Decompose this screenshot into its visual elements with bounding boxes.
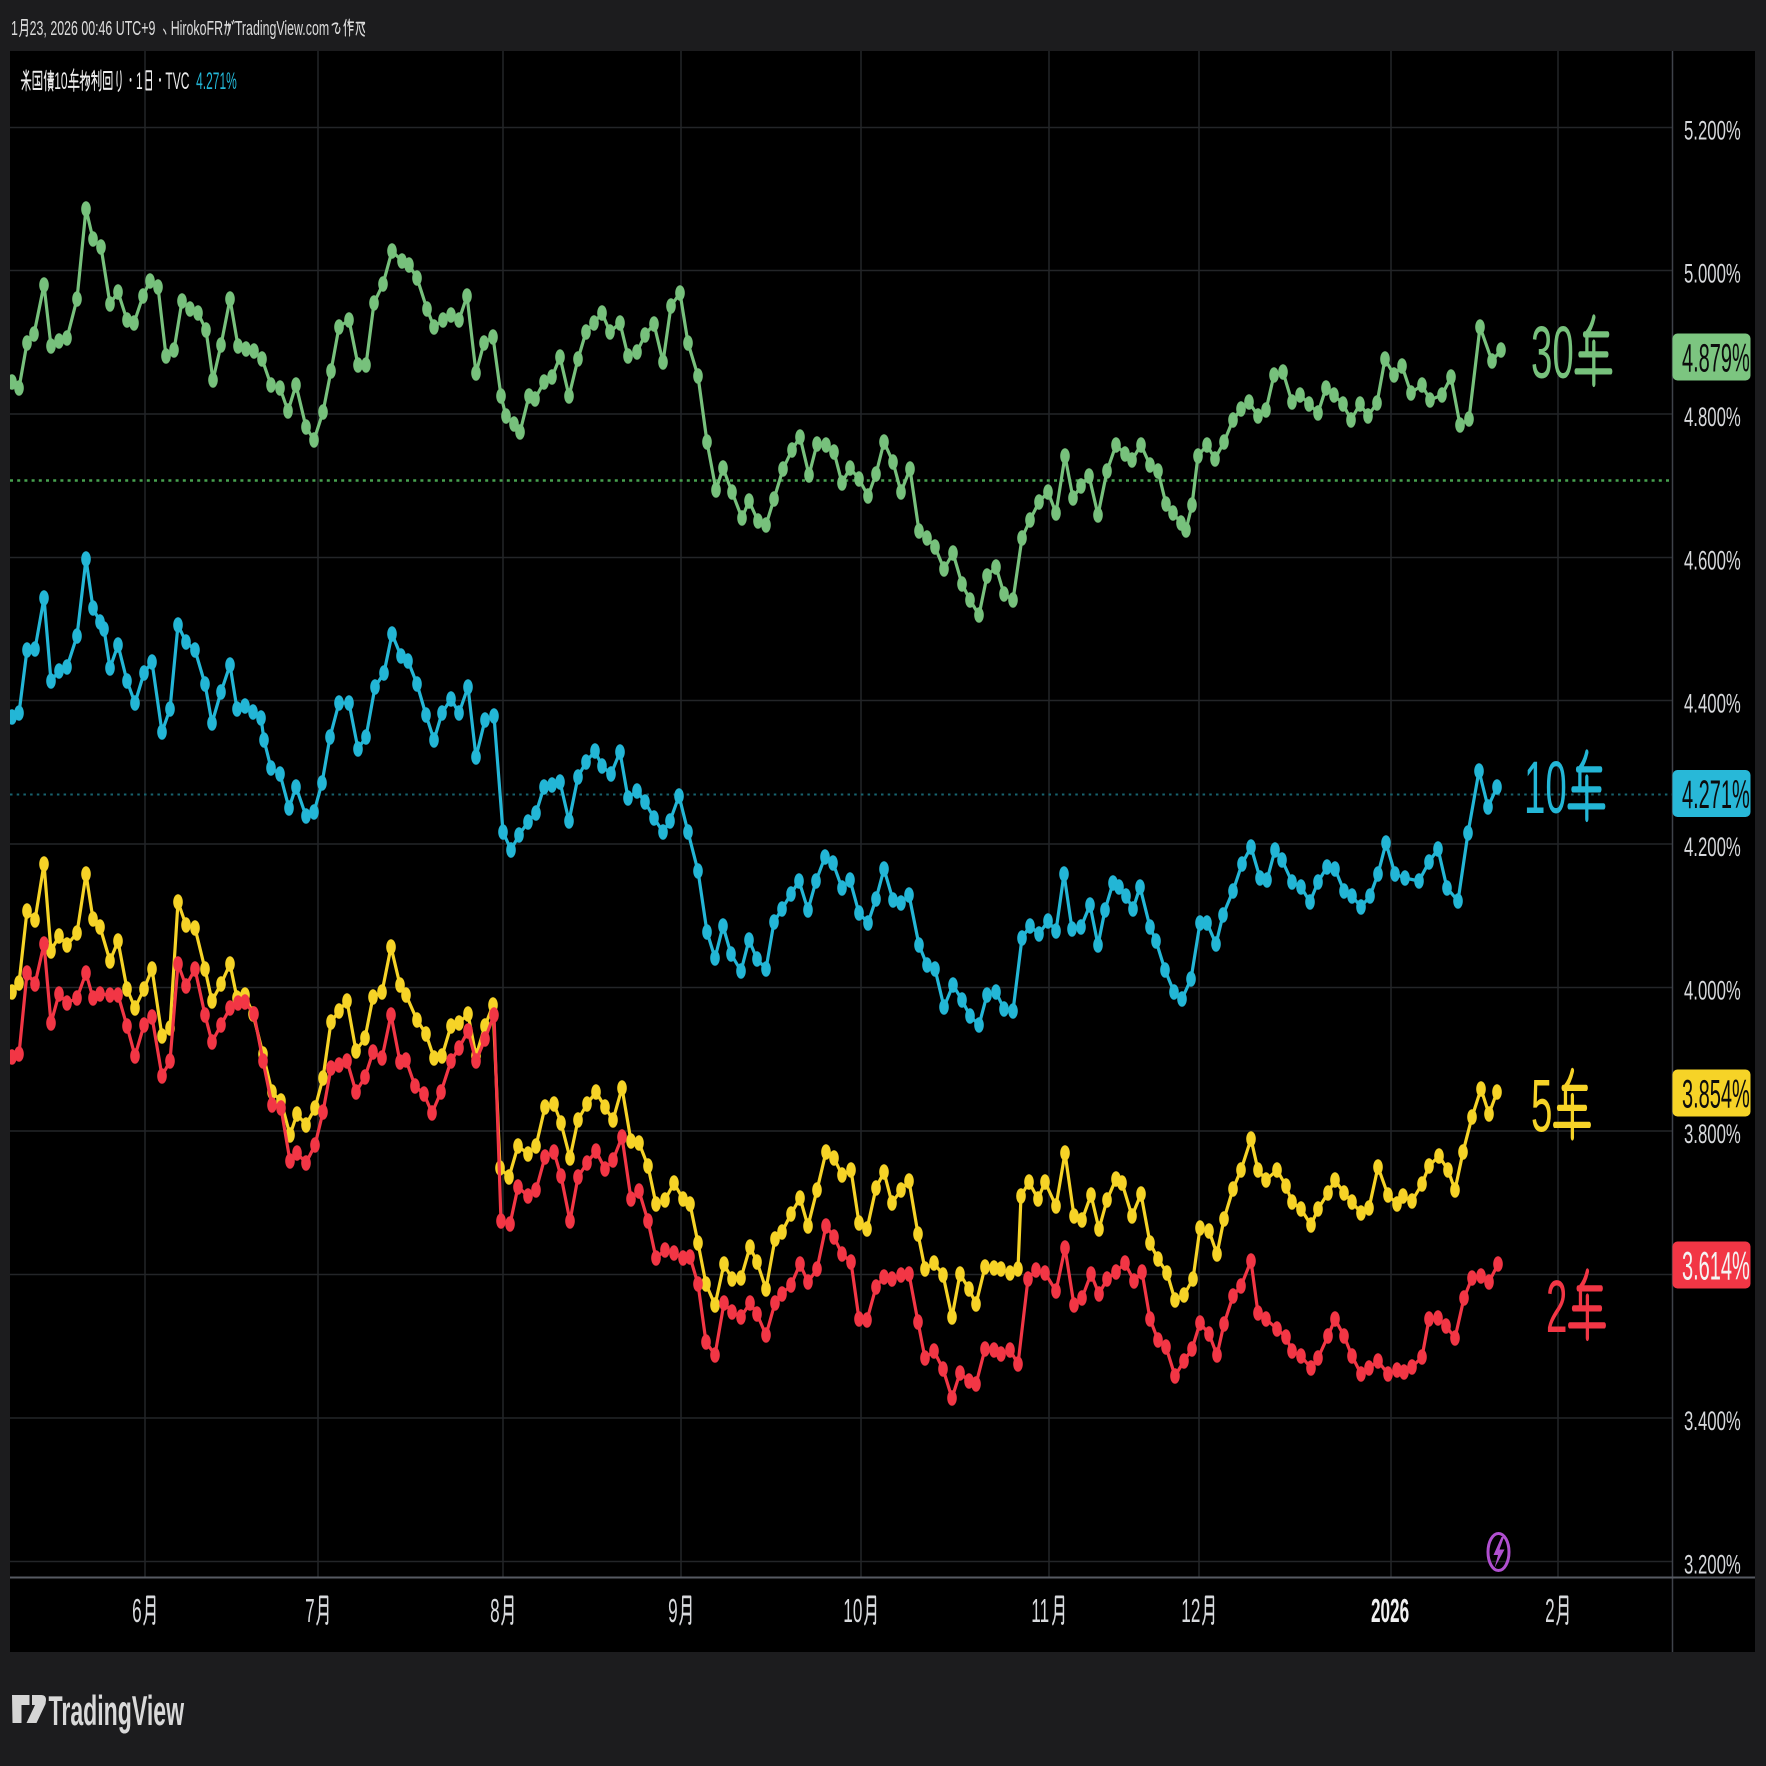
- svg-text:2: 2: [1546, 1267, 1567, 1349]
- svg-text:30: 30: [1531, 313, 1574, 395]
- svg-text:9: 9: [668, 1592, 678, 1630]
- svg-text:1: 1: [136, 69, 143, 96]
- svg-text:3.200%: 3.200%: [1684, 1549, 1741, 1579]
- svg-text:10: 10: [843, 1592, 862, 1630]
- svg-text:4.200%: 4.200%: [1684, 832, 1741, 862]
- svg-text:8: 8: [490, 1592, 500, 1630]
- svg-text:4.800%: 4.800%: [1684, 402, 1741, 432]
- svg-text:TradingView: TradingView: [49, 1688, 185, 1735]
- svg-text:5: 5: [1531, 1066, 1552, 1148]
- svg-text:4.400%: 4.400%: [1684, 688, 1741, 718]
- svg-text:3.800%: 3.800%: [1684, 1119, 1741, 1149]
- svg-text:5.200%: 5.200%: [1684, 115, 1741, 145]
- svg-text:TVC: TVC: [165, 69, 189, 96]
- svg-text:4.271%: 4.271%: [196, 69, 237, 96]
- svg-text:7: 7: [305, 1592, 315, 1630]
- svg-text:4.879%: 4.879%: [1682, 335, 1750, 381]
- svg-text:1: 1: [11, 17, 18, 40]
- svg-text:10: 10: [1524, 748, 1567, 830]
- svg-text:4.000%: 4.000%: [1684, 975, 1741, 1005]
- svg-text:2: 2: [1545, 1592, 1555, 1630]
- svg-text:4.271%: 4.271%: [1682, 771, 1750, 817]
- svg-text:HirokoFR: HirokoFR: [171, 17, 223, 40]
- svg-text:5.000%: 5.000%: [1684, 258, 1741, 288]
- svg-text:2026: 2026: [1371, 1592, 1409, 1630]
- svg-text:6: 6: [132, 1592, 142, 1630]
- svg-text:10: 10: [54, 69, 67, 96]
- svg-text:23, 2026 00:46 UTC+9: 23, 2026 00:46 UTC+9: [30, 17, 156, 40]
- svg-text:3.614%: 3.614%: [1682, 1243, 1750, 1289]
- svg-text:3.854%: 3.854%: [1682, 1071, 1750, 1117]
- svg-text:3.400%: 3.400%: [1684, 1406, 1741, 1436]
- svg-text:12: 12: [1181, 1592, 1200, 1630]
- svg-text:4.600%: 4.600%: [1684, 545, 1741, 575]
- svg-text:TradingView.com: TradingView.com: [235, 17, 329, 40]
- svg-text:11: 11: [1031, 1592, 1049, 1630]
